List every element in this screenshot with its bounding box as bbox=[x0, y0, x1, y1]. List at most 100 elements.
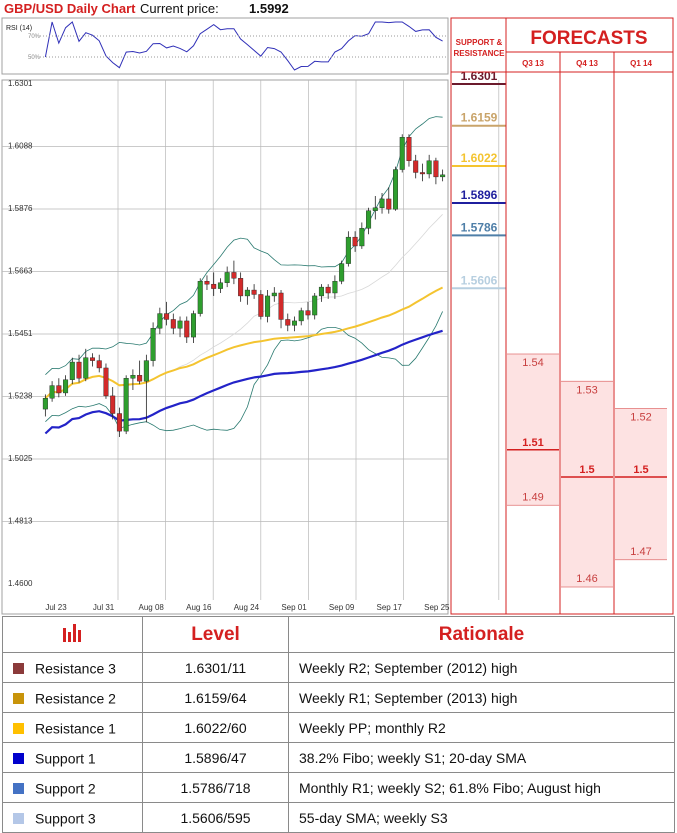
candle bbox=[197, 278, 203, 317]
level-name: Resistance 1 bbox=[35, 720, 116, 737]
candle-body-down bbox=[352, 236, 358, 247]
level-value: 1.5896/47 bbox=[142, 742, 289, 773]
chart-bars-icon bbox=[2, 616, 143, 653]
candle-body-up bbox=[318, 286, 324, 297]
level-rationale: Monthly R1; weekly S2; 61.8% Fibo; Augus… bbox=[288, 772, 675, 803]
candle-body-up bbox=[143, 360, 149, 382]
candle-body-down bbox=[170, 319, 176, 329]
sr-label: 1.5896 bbox=[461, 188, 498, 202]
candle-body-up bbox=[298, 310, 304, 322]
rsi-level-70: 70% bbox=[28, 34, 41, 40]
level-rationale: 38.2% Fibo; weekly S1; 20-day SMA bbox=[288, 742, 675, 773]
y-tick-label: 1.5238 bbox=[8, 392, 33, 401]
candle-body-up bbox=[271, 292, 277, 297]
candle-body-down bbox=[89, 357, 95, 361]
table-row: Support 2 1.5786/718 Monthly R1; weekly S2… bbox=[2, 772, 675, 803]
x-tick-label: Jul 23 bbox=[45, 603, 67, 612]
sma-200 bbox=[44, 329, 443, 435]
y-tick-label: 1.6301 bbox=[8, 79, 33, 88]
table-row: Support 3 1.5606/595 55-day SMA; weekly S3 bbox=[2, 802, 675, 833]
candle-body-down bbox=[211, 283, 217, 289]
candle-body-up bbox=[292, 320, 298, 326]
candle bbox=[285, 313, 291, 332]
level-value: 1.6022/60 bbox=[142, 712, 289, 743]
candle-body-up bbox=[83, 357, 89, 379]
forecast-range bbox=[507, 354, 559, 506]
y-tick-label: 1.5663 bbox=[8, 267, 33, 276]
candle bbox=[433, 157, 439, 185]
candle bbox=[190, 310, 196, 343]
level-color-swatch bbox=[13, 692, 24, 704]
price-value: 1.5992 bbox=[249, 1, 289, 16]
candle bbox=[137, 360, 143, 385]
y-tick-label: 1.5451 bbox=[8, 329, 33, 338]
candle bbox=[271, 287, 277, 302]
candle bbox=[170, 313, 176, 335]
level-color-swatch bbox=[13, 662, 24, 674]
candle-body-up bbox=[399, 137, 405, 170]
candle-body-down bbox=[164, 313, 170, 320]
sr-title-line2: RESISTANCE bbox=[454, 49, 506, 58]
candle-body-down bbox=[278, 292, 284, 320]
candle bbox=[89, 353, 95, 367]
y-tick-label: 1.4600 bbox=[8, 579, 33, 588]
forecast-period: Q4 13 bbox=[576, 59, 598, 68]
candle-body-down bbox=[110, 395, 116, 414]
forecast-high: 1.53 bbox=[576, 384, 597, 396]
forecast-range bbox=[561, 381, 613, 587]
forecast-low: 1.47 bbox=[630, 546, 651, 558]
candle-body-up bbox=[157, 313, 163, 329]
sr-label: 1.6022 bbox=[461, 151, 498, 165]
candle-body-down bbox=[285, 319, 291, 326]
level-value: 1.5606/595 bbox=[142, 802, 289, 833]
candle-body-up bbox=[190, 313, 196, 338]
candle bbox=[56, 378, 62, 398]
x-tick-label: Sep 17 bbox=[377, 603, 403, 612]
candle-body-up bbox=[440, 174, 446, 178]
candle bbox=[258, 290, 264, 320]
candle bbox=[83, 348, 89, 382]
candle bbox=[419, 163, 425, 182]
candle bbox=[406, 134, 412, 167]
forecast-mid: 1.5 bbox=[633, 464, 648, 476]
rsi-level-50: 50% bbox=[28, 55, 41, 61]
candle-body-down bbox=[325, 286, 331, 294]
level-color-swatch bbox=[13, 752, 24, 764]
candle bbox=[211, 272, 217, 296]
candle-body-up bbox=[49, 385, 55, 399]
x-tick-label: Sep 09 bbox=[329, 603, 355, 612]
candle-body-up bbox=[69, 361, 75, 380]
candle-body-up bbox=[339, 263, 345, 282]
candle bbox=[116, 407, 122, 438]
candle-body-up bbox=[177, 320, 183, 329]
candle-body-down bbox=[258, 294, 264, 317]
x-tick-label: Sep 25 bbox=[424, 603, 450, 612]
sr-title-line1: SUPPORT & bbox=[456, 38, 503, 47]
level-value: 1.6301/11 bbox=[142, 652, 289, 683]
level-name-cell: Support 3 bbox=[2, 802, 143, 833]
candle bbox=[150, 322, 156, 367]
forecast-range bbox=[615, 408, 667, 560]
forecast-high: 1.54 bbox=[522, 357, 543, 369]
forecast-panel bbox=[450, 17, 674, 615]
sr-label: 1.5606 bbox=[461, 273, 498, 287]
level-rationale: 55-day SMA; weekly S3 bbox=[288, 802, 675, 833]
candle bbox=[164, 301, 170, 326]
table-row: Support 1 1.5896/47 38.2% Fibo; weekly S1;… bbox=[2, 742, 675, 773]
x-tick-label: Aug 16 bbox=[186, 603, 212, 612]
price-label: Current price: bbox=[140, 1, 219, 16]
candle bbox=[42, 394, 48, 417]
x-tick-label: Aug 08 bbox=[139, 603, 165, 612]
candle bbox=[143, 354, 149, 423]
level-name: Support 3 bbox=[35, 810, 96, 827]
candle bbox=[278, 290, 284, 329]
bollinger-upper bbox=[45, 116, 443, 375]
candle bbox=[339, 260, 345, 285]
table-header-row: Level Rationale bbox=[2, 616, 675, 653]
level-value: 1.6159/64 bbox=[142, 682, 289, 713]
chart-title: GBP/USD Daily Chart bbox=[4, 1, 136, 16]
candle bbox=[204, 275, 210, 291]
candle bbox=[63, 375, 69, 396]
x-tick-label: Jul 31 bbox=[93, 603, 115, 612]
candle bbox=[332, 275, 338, 299]
